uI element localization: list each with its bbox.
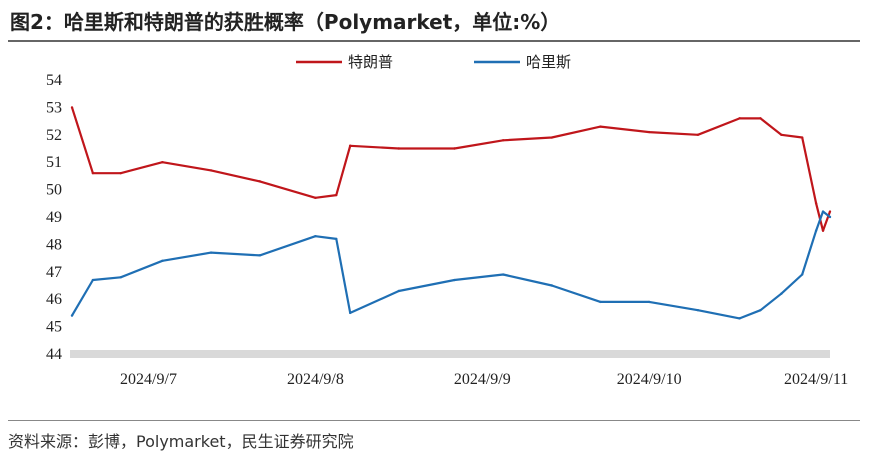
- y-tick-label: 46: [46, 291, 62, 308]
- source-rule: [8, 420, 860, 421]
- series-layer: [70, 106, 832, 320]
- data-point-1: [821, 210, 825, 213]
- x-axis-band: [70, 350, 830, 358]
- data-point-0: [70, 106, 74, 109]
- data-point-1: [335, 237, 338, 241]
- data-point-1: [119, 276, 122, 279]
- data-point-0: [335, 193, 338, 197]
- data-point-0: [91, 171, 95, 175]
- data-point-1: [209, 251, 213, 254]
- data-point-1: [647, 300, 651, 304]
- title-rule: [8, 40, 860, 42]
- data-point-1: [828, 215, 832, 219]
- data-point-0: [738, 117, 741, 120]
- data-point-0: [258, 180, 261, 183]
- chart-legend: 特朗普 哈里斯: [296, 53, 571, 71]
- y-tick-label: 53: [46, 99, 62, 116]
- data-point-0: [800, 136, 804, 139]
- data-point-0: [209, 169, 213, 172]
- data-point-0: [501, 139, 505, 142]
- data-point-1: [453, 278, 456, 282]
- data-point-0: [828, 210, 832, 213]
- data-point-1: [397, 289, 401, 293]
- data-point-1: [501, 273, 505, 276]
- data-point-0: [696, 133, 700, 136]
- x-tick-label: 2024/9/10: [617, 371, 682, 388]
- data-point-1: [550, 284, 554, 287]
- data-point-0: [780, 133, 783, 136]
- data-point-1: [738, 317, 741, 320]
- series-line-0: [70, 107, 832, 232]
- data-point-0: [314, 196, 317, 200]
- series-line-1: [71, 210, 831, 320]
- y-tick-label: 50: [46, 182, 62, 199]
- data-point-0: [550, 136, 554, 139]
- data-point-0: [814, 202, 818, 205]
- data-point-1: [314, 234, 317, 238]
- x-tick-label: 2024/9/11: [784, 371, 848, 388]
- data-point-0: [759, 117, 762, 120]
- data-point-1: [814, 229, 818, 232]
- data-point-1: [759, 308, 762, 312]
- y-tick-label: 52: [46, 127, 62, 144]
- data-point-1: [258, 254, 261, 257]
- data-point-0: [647, 130, 651, 134]
- chart-title: 图2：哈里斯和特朗普的获胜概率（Polymarket，单位:%）: [10, 10, 561, 34]
- data-point-0: [821, 229, 825, 232]
- data-point-1: [800, 273, 804, 276]
- x-tick-label: 2024/9/9: [454, 371, 511, 388]
- data-point-1: [599, 300, 602, 304]
- y-tick-label: 44: [46, 346, 62, 363]
- y-axis: 44 45 46 47 48 49 50 51 52 53 54: [46, 72, 62, 363]
- legend-label-1: 哈里斯: [526, 53, 571, 71]
- x-axis: 2024/9/7 2024/9/8 2024/9/9 2024/9/10 2024/9/…: [120, 371, 848, 388]
- x-tick-label: 2024/9/8: [287, 371, 344, 388]
- data-point-1: [348, 311, 352, 315]
- data-point-1: [780, 292, 783, 295]
- y-tick-label: 45: [46, 319, 62, 336]
- y-tick-label: 47: [46, 264, 62, 281]
- data-point-1: [91, 278, 95, 282]
- y-tick-label: 54: [46, 72, 62, 89]
- data-point-1: [70, 314, 74, 317]
- data-point-0: [397, 147, 401, 150]
- data-point-0: [348, 144, 352, 147]
- source-note: 资料来源：彭博，Polymarket，民生证券研究院: [8, 432, 354, 451]
- data-point-1: [696, 308, 700, 312]
- data-point-0: [599, 125, 602, 128]
- data-point-0: [119, 171, 122, 175]
- y-tick-label: 49: [46, 209, 62, 226]
- legend-label-0: 特朗普: [348, 53, 393, 71]
- data-point-1: [161, 259, 164, 263]
- data-point-0: [453, 147, 456, 150]
- x-tick-label: 2024/9/7: [120, 371, 177, 388]
- y-tick-label: 51: [46, 154, 62, 171]
- data-point-0: [161, 161, 164, 164]
- y-tick-label: 48: [46, 236, 62, 253]
